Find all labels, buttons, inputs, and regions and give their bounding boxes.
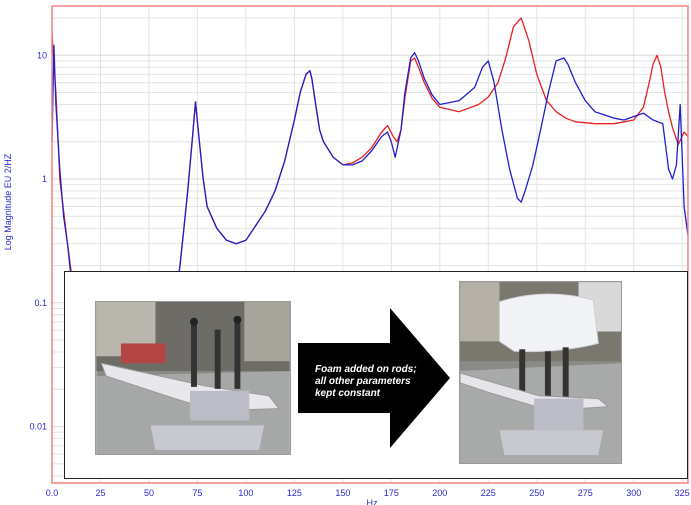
x-ticks: 0.0 25 50 75 100 125 150 175 200 225 250 275 300 325 [46, 488, 690, 498]
plot-border [51, 5, 689, 484]
y-tick-label: 10 [37, 50, 47, 60]
comparison-inset: Foam added on rods; all other parameters… [64, 271, 688, 479]
x-tick-label: 0.0 [46, 488, 59, 498]
annotation-line: Foam added on rods; [315, 364, 417, 375]
x-tick-label: 325 [675, 488, 690, 498]
y-axis-label: Log Magnitude EU 2/HZ [3, 153, 13, 250]
y-tick-label: 1 [42, 174, 47, 184]
x-tick-label: 225 [481, 488, 496, 498]
right-arrow-icon [298, 308, 450, 448]
x-tick-label: 250 [529, 488, 544, 498]
y-tick-label: 0.01 [29, 422, 47, 432]
x-tick-label: 25 [95, 488, 105, 498]
x-tick-label: 300 [626, 488, 641, 498]
x-tick-label: 150 [335, 488, 350, 498]
annotation-text: Foam added on rods; all other parameters… [315, 364, 445, 400]
x-axis-label: Hz [367, 498, 378, 505]
x-tick-label: 200 [432, 488, 447, 498]
annotation-line: all other parameters [315, 376, 411, 387]
y-tick-label: 0.1 [34, 298, 47, 308]
x-tick-label: 125 [287, 488, 302, 498]
photo-before [95, 301, 291, 455]
y-ticks: 10 1 0.1 0.01 [29, 50, 47, 431]
x-tick-label: 100 [238, 488, 253, 498]
photo-after [459, 281, 622, 464]
x-tick-label: 175 [384, 488, 399, 498]
x-tick-label: 50 [144, 488, 154, 498]
x-tick-label: 275 [578, 488, 593, 498]
x-tick-label: 75 [192, 488, 202, 498]
annotation-line: kept constant [315, 388, 381, 399]
